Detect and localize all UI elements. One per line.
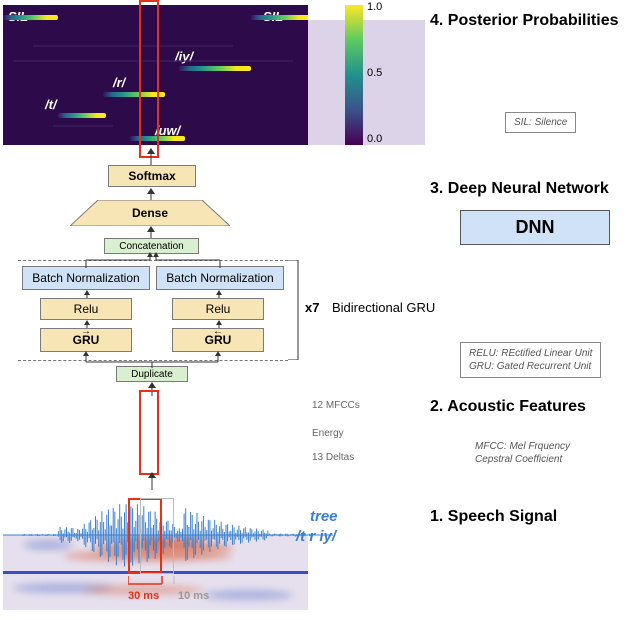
arrow-up-icon — [214, 320, 224, 328]
arrow-up-icon — [145, 148, 157, 166]
repeat-count: x7 — [305, 300, 319, 315]
layer-bn-left: Batch Normalization — [22, 266, 150, 290]
layer-softmax: Softmax — [108, 165, 196, 187]
arrow-up-icon — [146, 472, 158, 490]
heatmap-streak — [3, 15, 58, 20]
posterior-cursor — [139, 0, 159, 158]
layer-dense: Dense — [70, 200, 230, 226]
heatmap-label-r: /r/ — [113, 75, 125, 90]
colorbar: 1.0 0.5 0.0 — [345, 5, 363, 145]
layer-dense-label: Dense — [132, 206, 168, 220]
feat-label-mfcc: 12 MFCCs — [312, 400, 360, 411]
frame-window-shift — [140, 498, 174, 574]
acoustic-cursor — [139, 390, 159, 475]
arrow-merge-icon — [80, 252, 160, 268]
section-title-speech: 1. Speech Signal — [430, 508, 557, 526]
layer-gru-right: GRU — [172, 328, 264, 352]
frame-label-main: 30 ms — [128, 590, 159, 602]
colorbar-tick: 0.0 — [367, 133, 382, 145]
colorbar-tick: 0.5 — [367, 67, 382, 79]
speech-phones: /t r iy/ — [296, 528, 336, 545]
repeat-label: Bidirectional GRU — [332, 300, 435, 315]
heatmap-streak — [179, 66, 251, 71]
note-sil: SIL: Silence — [505, 112, 576, 133]
repeat-bracket — [288, 260, 300, 360]
arrow-up-icon — [82, 320, 92, 328]
layer-gru-left: GRU — [40, 328, 132, 352]
section-title-acoustic: 2. Acoustic Features — [430, 398, 586, 416]
heatmap-noise — [53, 125, 113, 127]
feat-label-energy: Energy — [312, 428, 344, 439]
figure-root: SIL SIL /iy/ /r/ /t/ /uw/ 1.0 0.5 0.0 4.… — [0, 0, 640, 620]
arrow-split-icon — [80, 350, 230, 370]
note-relu-gru: RELU: REctified Linear Unit GRU: Gated R… — [460, 342, 601, 378]
heatmap-noise — [33, 45, 233, 47]
heatmap-streak — [58, 113, 106, 118]
layer-bn-right: Batch Normalization — [156, 266, 284, 290]
arrow-up-icon — [82, 290, 92, 298]
frame-bracket — [128, 576, 178, 590]
layer-gru-left-label: GRU — [73, 333, 100, 347]
frame-label-shift: 10 ms — [178, 590, 209, 602]
section-title-dnn: 3. Deep Neural Network — [430, 180, 609, 198]
layer-relu-right: Relu — [172, 298, 264, 320]
note-line: RELU: REctified Linear Unit — [469, 348, 592, 359]
note-mfcc: MFCC: Mel Frquency Cepstral Coefficient — [475, 440, 570, 466]
dnn-summary-box: DNN — [460, 210, 610, 245]
colorbar-tick: 1.0 — [367, 1, 382, 13]
heatmap-label-t: /t/ — [45, 97, 57, 112]
heatmap-streak — [251, 15, 308, 20]
section-title-posterior: 4. Posterior Probabilities — [430, 12, 619, 30]
arrow-merge-icon — [150, 252, 230, 268]
arrow-up-icon — [214, 290, 224, 298]
note-line: Cepstral Coefficient — [475, 454, 562, 465]
speech-word: tree — [310, 508, 338, 525]
note-line: GRU: Gated Recurrent Unit — [469, 361, 591, 372]
layer-relu-left: Relu — [40, 298, 132, 320]
note-line: MFCC: Mel Frquency — [475, 441, 570, 452]
arrow-up-icon — [145, 226, 157, 238]
feat-label-deltas: 13 Deltas — [312, 452, 354, 463]
layer-gru-right-label: GRU — [205, 333, 232, 347]
spectro-blob — [203, 590, 293, 600]
